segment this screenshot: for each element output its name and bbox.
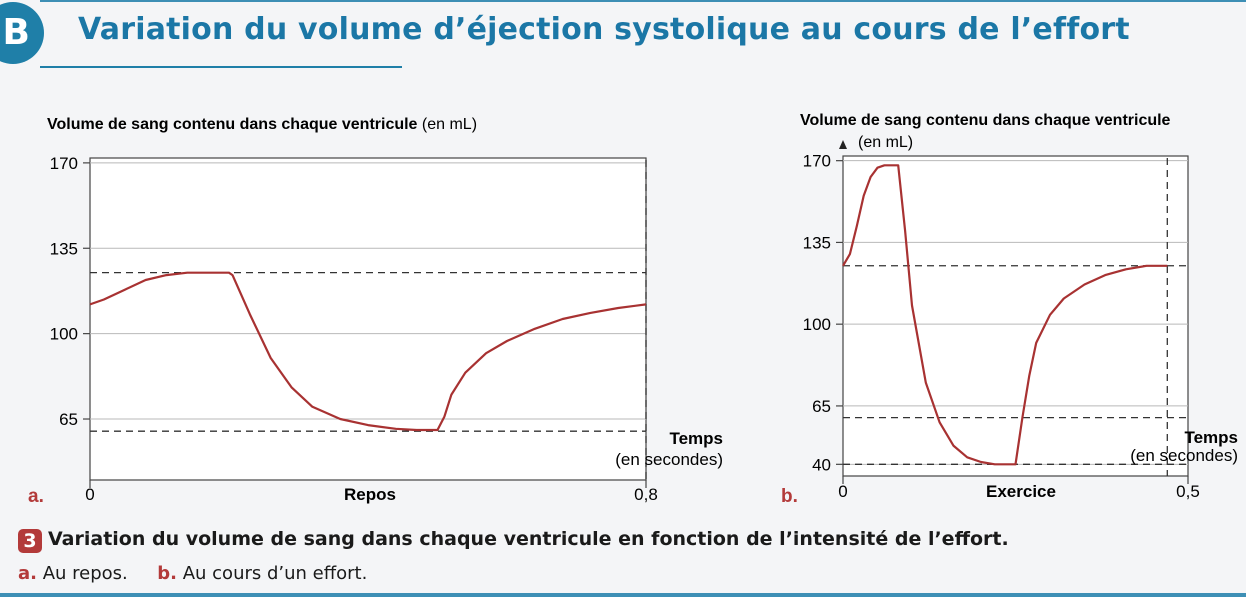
chart-rest-xlabel: Temps — [669, 429, 723, 448]
chart-exercise-xtick-label-0: 0 — [838, 482, 847, 501]
subcaption-b-key: b. — [157, 563, 177, 584]
chart-rest-xcaption: Repos — [344, 485, 396, 504]
chart-exercise: 170 135 100 65 40 Volume de sang contenu dan… — [781, 112, 1238, 507]
chart-exercise-series-line — [842, 164, 1168, 466]
subcaption-a-key: a. — [18, 563, 37, 584]
chart-rest-ytick-label: 135 — [50, 239, 78, 258]
chart-rest-gridlines — [90, 162, 646, 420]
chart-rest: 170 135 100 65 Volume de sang contenu dans … — [28, 116, 723, 507]
chart-exercise-ytick-label: 65 — [812, 397, 831, 416]
figure-subcaption: a. Au repos. b. Au cours d’un effort. — [18, 563, 367, 584]
chart-exercise-xlabel: Temps — [1184, 428, 1238, 447]
chart-rest-series-line — [89, 271, 647, 432]
chart-exercise-xtick-label-1: 0,5 — [1176, 482, 1200, 501]
top-rule — [40, 0, 1246, 2]
chart-exercise-ytick-label: 40 — [812, 455, 831, 474]
figure-caption-text: Variation du volume de sang dans chaque … — [48, 528, 1009, 550]
chart-rest-ytick-label: 100 — [50, 325, 78, 344]
chart-exercise-xcaption: Exercice — [986, 482, 1056, 501]
figure-caption: 3 Variation du volume de sang dans chaque… — [18, 528, 1009, 553]
chart-rest-ylabel: Volume de sang contenu dans chaque ventr… — [47, 116, 477, 133]
bottom-rule — [0, 593, 1246, 597]
subcaption-b-text: Au cours d’un effort. — [182, 563, 368, 584]
chart-exercise-panel-label: b. — [781, 486, 798, 507]
chart-rest-xtick-label-1: 0,8 — [634, 485, 658, 504]
chart-exercise-frame — [842, 155, 1189, 477]
chart-rest-ytick-label: 65 — [59, 410, 78, 429]
chart-rest-dashed-levels — [90, 160, 647, 480]
chart-exercise-ytick-label: 135 — [803, 233, 831, 252]
title-underline — [40, 66, 402, 68]
section-title: Variation du volume d’éjection systoliqu… — [78, 12, 1130, 47]
chart-exercise-ytick-label: 170 — [803, 152, 831, 171]
chart-rest-panel-label: a. — [28, 486, 44, 507]
chart-rest-xtick-label-0: 0 — [85, 485, 94, 504]
chart-exercise-xlabel-unit: (en secondes) — [1130, 446, 1238, 465]
chart-exercise-ylabel-unit: (en mL) — [858, 134, 913, 151]
chart-rest-xlabel-unit: (en secondes) — [615, 450, 723, 469]
chart-exercise-yaxis-arrow — [839, 140, 847, 149]
chart-rest-frame — [89, 157, 647, 481]
charts-svg: 170 135 100 65 Volume de sang contenu dans … — [28, 112, 1238, 507]
figure-number-badge: 3 — [18, 529, 42, 553]
chart-rest-yticks: 170 135 100 65 — [50, 154, 90, 429]
chart-exercise-ylabel: Volume de sang contenu dans chaque ventr… — [800, 112, 1171, 129]
chart-exercise-gridlines — [843, 160, 1188, 465]
subcaption-a-text: Au repos. — [42, 563, 128, 584]
chart-exercise-yticks: 170 135 100 65 40 — [803, 152, 843, 474]
chart-rest-ytick-label: 170 — [50, 154, 78, 173]
chart-exercise-ytick-label: 100 — [803, 315, 831, 334]
